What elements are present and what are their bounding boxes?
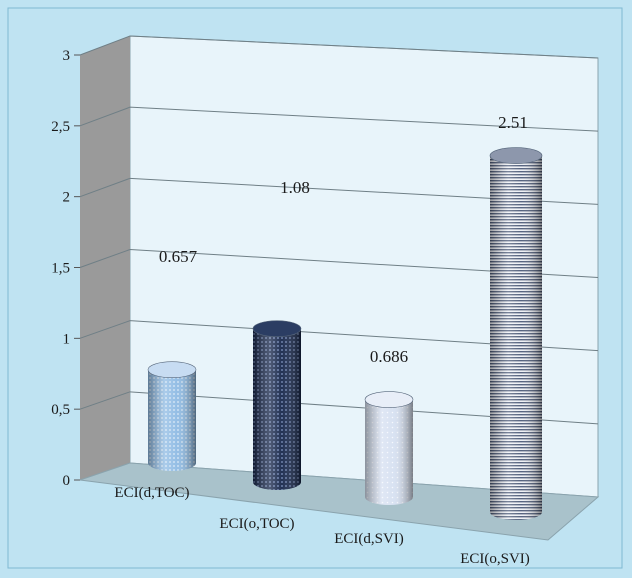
gridline xyxy=(79,320,599,352)
x-tick-label: ECI(o,TOC) xyxy=(219,516,294,532)
y-tick-label: 1 xyxy=(63,331,71,347)
y-axis-ticks: 0 0,5 1 1,5 2 2,5 3 xyxy=(51,48,80,489)
bars xyxy=(147,147,543,520)
data-label: 1.08 xyxy=(280,178,310,197)
bar-ECI(d,TOC) xyxy=(147,361,197,471)
gridlines xyxy=(79,35,599,425)
y-tick-label: 3 xyxy=(63,48,71,64)
y-tick-label: 2,5 xyxy=(51,119,70,135)
gridline xyxy=(79,248,599,278)
y-tick-label: 0 xyxy=(63,473,71,489)
bar-ECI(o,SVI) xyxy=(489,147,543,520)
gridline xyxy=(79,106,599,132)
x-tick-label: ECI(d,TOC) xyxy=(114,485,189,501)
bar-ECI(o,TOC) xyxy=(252,320,302,490)
y-tick-label: 2 xyxy=(63,190,71,206)
x-tick-label: ECI(d,SVI) xyxy=(334,531,404,547)
gridline xyxy=(79,35,599,59)
data-labels: 0.657 1.08 0.686 2.51 xyxy=(159,113,528,366)
x-tick-label: ECI(o,SVI) xyxy=(460,551,530,567)
gridline xyxy=(79,177,599,205)
data-label: 0.686 xyxy=(370,347,408,366)
data-label: 0.657 xyxy=(159,247,198,266)
bar-ECI(d,SVI) xyxy=(364,391,414,505)
floor xyxy=(79,462,600,541)
x-axis-labels: ECI(d,TOC) ECI(o,TOC) ECI(d,SVI) ECI(o,SVI) xyxy=(114,485,529,567)
y-tick-label: 0,5 xyxy=(51,402,70,418)
gridline xyxy=(79,391,599,425)
y-tick-label: 1,5 xyxy=(51,261,70,277)
chart-border xyxy=(7,7,623,569)
data-label: 2.51 xyxy=(498,113,528,132)
